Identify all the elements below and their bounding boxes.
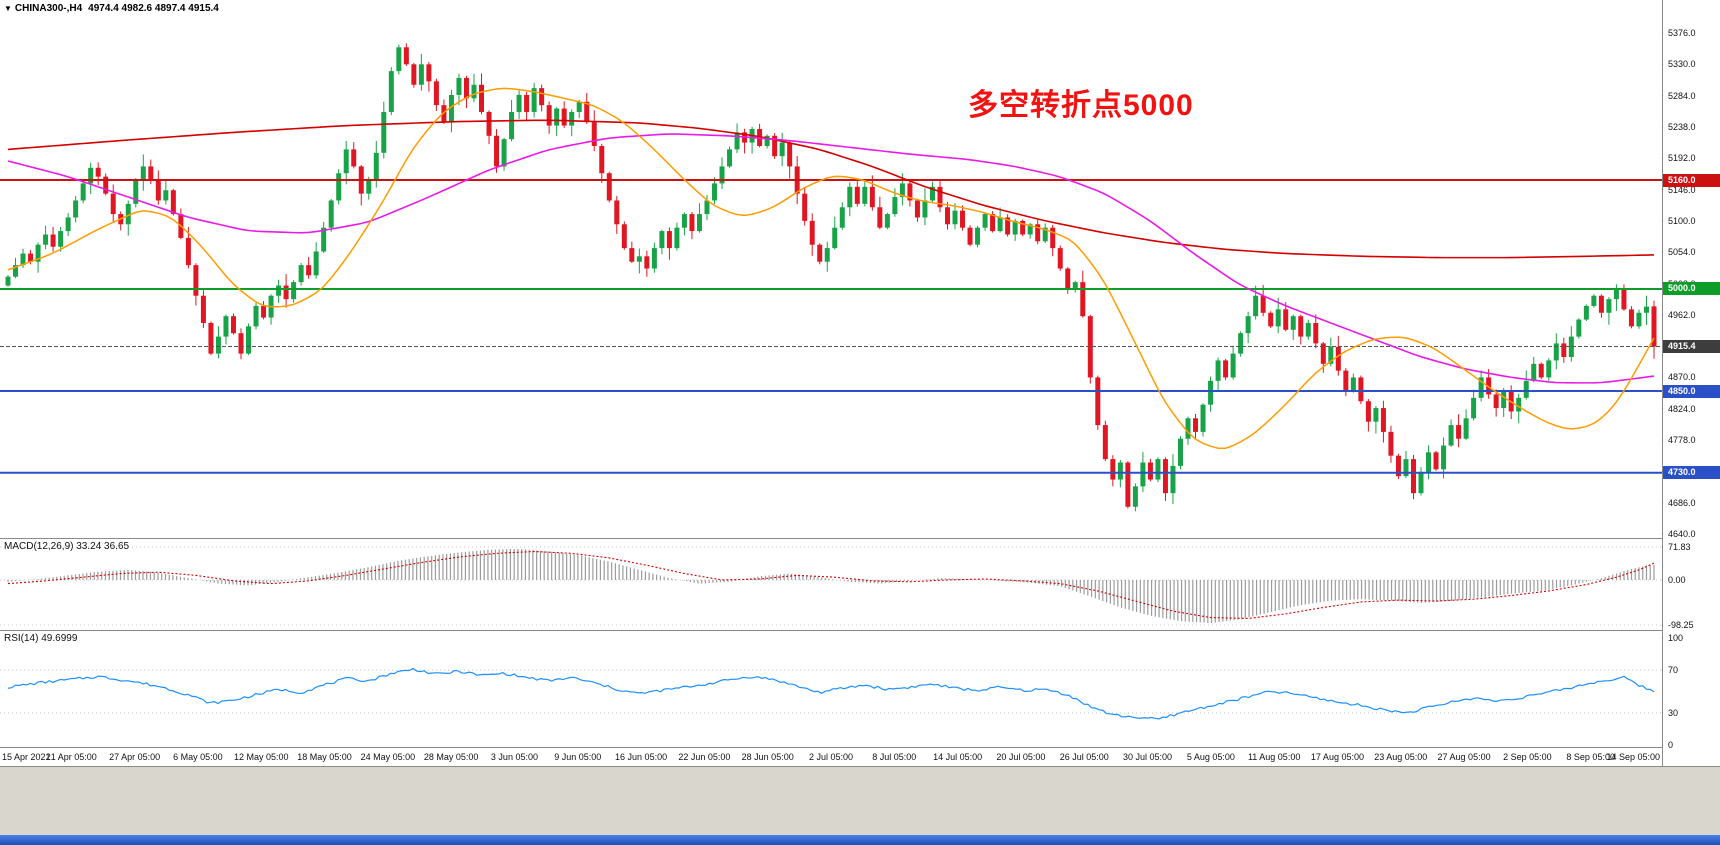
time-label: 11 Aug 05:00 <box>1247 752 1301 762</box>
time-label: 28 Jun 05:00 <box>741 752 794 762</box>
time-label: 16 Jun 05:00 <box>615 752 668 762</box>
chart-title: ▼ CHINA300-,H4 4974.4 4982.6 4897.4 4915.4 <box>4 3 219 14</box>
rsi-line <box>7 667 1655 720</box>
ohlc-values: 4974.4 4982.6 4897.4 4915.4 <box>88 3 219 14</box>
time-label: 14 Jul 05:00 <box>933 752 983 762</box>
rsi-indicator-label: RSI(14) 49.6999 <box>4 633 78 644</box>
price-tick-label: 4824.0 <box>1668 403 1696 414</box>
time-label: 20 Jul 05:00 <box>996 752 1046 762</box>
price-tick-label: 5100.0 <box>1668 215 1696 226</box>
price-tick-label: 5238.0 <box>1668 121 1696 132</box>
time-label: 22 Jun 05:00 <box>678 752 731 762</box>
time-label: 14 Sep 05:00 <box>1606 752 1660 762</box>
taskbar[interactable] <box>0 835 1720 845</box>
time-axis[interactable]: 15 Apr 2021 21 Apr 05:00 27 Apr 05:00 6 May… <box>0 748 1662 766</box>
macd-tick-label: 0.00 <box>1668 574 1686 585</box>
symbol-title: CHINA300-,H4 <box>14 3 83 14</box>
price-tick-label: 5192.0 <box>1668 153 1696 164</box>
macd-tick-label: -98.25 <box>1668 620 1694 630</box>
price-tick-label: 5376.0 <box>1668 28 1696 38</box>
time-label: 3 Jun 05:00 <box>490 752 538 762</box>
rsi-tick-label: 100 <box>1668 633 1684 643</box>
price-tick-label: 5330.0 <box>1668 59 1696 70</box>
price-tick-label: 4778.0 <box>1668 435 1696 446</box>
price-tick-label: 5054.0 <box>1668 247 1696 258</box>
time-label: 5 Aug 05:00 <box>1186 752 1235 762</box>
candles-layer <box>5 43 1657 512</box>
time-label: 24 May 05:00 <box>360 752 416 762</box>
moving-averages-layer <box>7 87 1655 449</box>
macd-layer <box>0 546 1662 626</box>
time-label: 17 Aug 05:00 <box>1310 752 1364 762</box>
macd-tick-label: 71.83 <box>1668 542 1691 552</box>
price-tick-label: 5284.0 <box>1668 90 1696 101</box>
price-level-badge: 5160.0 <box>1663 173 1720 187</box>
time-label: 28 May 05:00 <box>423 752 479 762</box>
time-label: 8 Jul 05:00 <box>872 752 917 762</box>
rsi-layer <box>0 667 1662 720</box>
rsi-tick-label: 70 <box>1668 665 1679 676</box>
macd-signal-line <box>7 551 1655 619</box>
time-label: 9 Jun 05:00 <box>554 752 602 762</box>
rsi-tick-label: 30 <box>1668 707 1679 718</box>
time-label: 2 Jul 05:00 <box>808 752 854 762</box>
time-label: 27 Aug 05:00 <box>1437 752 1491 762</box>
axis-ticks-layer <box>0 0 1720 766</box>
time-label: 26 Jul 05:00 <box>1059 752 1109 762</box>
price-tick-label: 4870.0 <box>1668 372 1696 383</box>
time-label: 12 May 05:00 <box>233 752 289 762</box>
hlines-layer <box>0 179 1662 474</box>
price-level-badge: 4850.0 <box>1663 384 1720 398</box>
ma-red-line <box>7 119 1655 259</box>
price-level-badge: 5000.0 <box>1663 282 1720 296</box>
ma-magenta-line <box>7 133 1655 384</box>
time-label: 23 Aug 05:00 <box>1374 752 1428 762</box>
price-axis[interactable]: 5376.0 5330.0 5284.0 5238.0 5192.0 5146.0 5100… <box>1663 0 1720 766</box>
time-label: 6 May 05:00 <box>173 752 223 762</box>
price-tick-label: 4962.0 <box>1668 309 1696 320</box>
price-tick-label: 4686.0 <box>1668 497 1696 508</box>
time-label: 30 Jul 05:00 <box>1123 752 1173 762</box>
time-label: 18 May 05:00 <box>297 752 352 762</box>
time-label: 8 Sep 05:00 <box>1566 752 1615 762</box>
time-label: 21 Apr 05:00 <box>45 752 97 762</box>
ma-orange-line <box>7 87 1655 449</box>
time-label: 2 Sep 05:00 <box>1503 752 1552 762</box>
symbol-dropdown-icon[interactable]: ▼ <box>4 4 12 13</box>
footer-strip <box>0 766 1720 835</box>
annotation-text[interactable]: 多空转折点5000 <box>968 89 1194 122</box>
time-label: 15 Apr 2021 <box>2 752 51 762</box>
price-tick-label: 5146.0 <box>1668 184 1696 195</box>
macd-indicator-label: MACD(12,26,9) 33.24 36.65 <box>4 541 130 552</box>
rsi-tick-label: 0 <box>1668 740 1674 750</box>
price-tick-label: 4640.0 <box>1668 529 1696 539</box>
price-level-badge: 4730.0 <box>1663 466 1720 480</box>
price-level-badge: 4915.4 <box>1663 340 1720 354</box>
main-chart-layer <box>0 43 1662 512</box>
time-label: 27 Apr 05:00 <box>109 752 161 762</box>
